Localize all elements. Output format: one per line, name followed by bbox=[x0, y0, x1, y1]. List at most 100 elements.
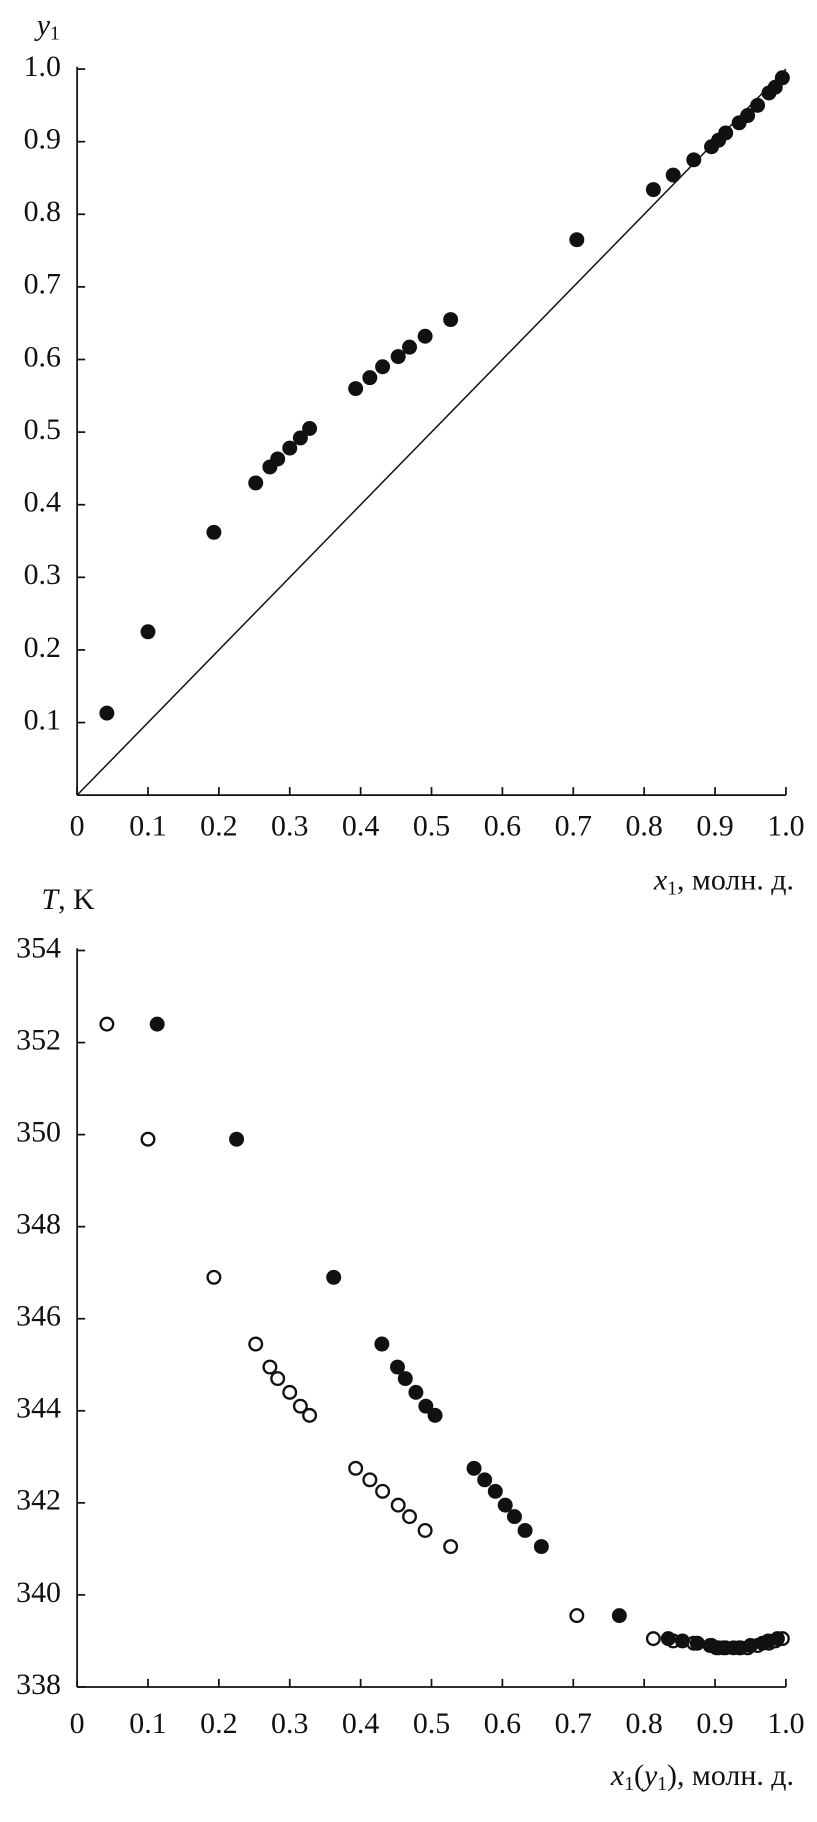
data-point bbox=[689, 1635, 705, 1651]
data-point bbox=[402, 339, 418, 355]
data-point bbox=[140, 1131, 156, 1147]
data-point bbox=[674, 1633, 690, 1649]
data-point bbox=[466, 1460, 482, 1476]
data-point bbox=[326, 1269, 342, 1285]
x-tick-label: 0.7 bbox=[555, 1707, 592, 1740]
y-tick-label: 0.9 bbox=[24, 123, 61, 156]
data-point bbox=[375, 359, 391, 375]
y-tick-label: 352 bbox=[16, 1023, 61, 1056]
data-point bbox=[506, 1509, 522, 1525]
data-point bbox=[718, 125, 734, 141]
data-point bbox=[686, 152, 702, 168]
data-point bbox=[140, 624, 156, 640]
data-point bbox=[569, 232, 585, 248]
x-axis-label-part: 1 bbox=[657, 1774, 667, 1795]
x-tick-label: 0.4 bbox=[342, 809, 379, 842]
y-axis-label-part: 1 bbox=[50, 24, 60, 45]
x-axis-label-part: , молн. д. bbox=[677, 863, 794, 896]
y-tick-label: 0.2 bbox=[24, 631, 61, 664]
y-tick-label: 0.8 bbox=[24, 195, 61, 228]
data-point bbox=[611, 1608, 627, 1624]
x-tick-label: 0.9 bbox=[696, 1707, 733, 1740]
y-axis-label: y1 bbox=[34, 8, 60, 45]
data-point bbox=[270, 451, 286, 467]
data-point bbox=[248, 475, 264, 491]
data-point bbox=[443, 1539, 459, 1555]
data-point bbox=[477, 1472, 493, 1488]
x-tick-label: 0.5 bbox=[413, 1707, 450, 1740]
y-tick-label: 346 bbox=[16, 1300, 61, 1333]
x-axis-label-part: y bbox=[641, 1759, 658, 1792]
data-point bbox=[390, 1497, 406, 1513]
data-point bbox=[390, 1359, 405, 1375]
y-tick-label: 340 bbox=[16, 1576, 61, 1609]
data-point bbox=[149, 1016, 165, 1032]
data-point bbox=[362, 370, 378, 386]
y-tick-label: 344 bbox=[16, 1392, 61, 1425]
x-tick-label: 0.3 bbox=[271, 809, 308, 842]
data-point bbox=[740, 108, 756, 124]
y-tick-label: 0.6 bbox=[24, 340, 61, 373]
x-tick-label: 0.2 bbox=[200, 1707, 237, 1740]
x-tick-label: 0 bbox=[70, 1707, 85, 1740]
data-point bbox=[374, 1336, 390, 1352]
data-point bbox=[282, 440, 298, 456]
x-tick-label: 0.6 bbox=[484, 1707, 521, 1740]
data-point bbox=[427, 1407, 443, 1423]
data-point bbox=[645, 182, 661, 198]
data-point bbox=[402, 1509, 418, 1525]
diagonal-line bbox=[76, 68, 787, 796]
x-tick-label: 0.8 bbox=[625, 1707, 662, 1740]
data-point bbox=[645, 1631, 661, 1647]
y-tick-label: 342 bbox=[16, 1484, 61, 1517]
x-tick-label: 0.4 bbox=[342, 1707, 379, 1740]
y-axis-label-part: y bbox=[34, 8, 51, 41]
y-tick-label: 0.1 bbox=[24, 703, 61, 736]
data-point bbox=[417, 1522, 433, 1538]
data-point bbox=[229, 1131, 245, 1147]
x-tick-label: 0.1 bbox=[129, 809, 166, 842]
data-point bbox=[292, 1398, 308, 1414]
x-axis-label-part: 1 bbox=[624, 1774, 634, 1795]
data-point bbox=[362, 1472, 378, 1488]
x-tick-label: 1.0 bbox=[767, 1707, 804, 1740]
data-point bbox=[533, 1539, 549, 1555]
x-tick-label: 1.0 bbox=[767, 809, 804, 842]
y-tick-label: 354 bbox=[16, 931, 61, 964]
x-tick-label: 0.8 bbox=[625, 809, 662, 842]
x-axis-label-part: x bbox=[653, 863, 668, 896]
y-tick-label: 1.0 bbox=[24, 50, 61, 83]
data-point bbox=[769, 1631, 785, 1647]
data-point bbox=[292, 430, 308, 446]
data-point bbox=[743, 1638, 758, 1654]
x-axis-label-part: ), молн. д. bbox=[667, 1759, 794, 1792]
data-point bbox=[270, 1371, 286, 1387]
x-axis-label: x1(y1), молн. д. bbox=[610, 1759, 794, 1796]
x-tick-label: 0.5 bbox=[413, 809, 450, 842]
x-axis-label: x1, молн. д. bbox=[653, 863, 794, 900]
x-axis-label-part: 1 bbox=[667, 879, 677, 900]
data-point bbox=[302, 420, 318, 436]
data-point bbox=[418, 1398, 434, 1414]
data-point bbox=[774, 70, 790, 86]
data-point bbox=[375, 1483, 391, 1499]
x-tick-label: 0.6 bbox=[484, 809, 521, 842]
data-point bbox=[248, 1336, 264, 1352]
data-point bbox=[497, 1497, 513, 1513]
data-point bbox=[99, 705, 115, 721]
data-point bbox=[390, 349, 406, 365]
data-point bbox=[517, 1522, 533, 1538]
data-point bbox=[262, 1359, 278, 1375]
x-tick-label: 0.3 bbox=[271, 1707, 308, 1740]
data-point bbox=[397, 1371, 413, 1387]
y-tick-label: 350 bbox=[16, 1115, 61, 1148]
x-axis-label-part: ( bbox=[634, 1759, 644, 1792]
y-tick-label: 0.3 bbox=[24, 558, 61, 591]
y-tick-label: 0.7 bbox=[24, 268, 61, 301]
x-tick-label: 0 bbox=[70, 809, 85, 842]
data-point bbox=[206, 1269, 222, 1285]
data-point bbox=[282, 1384, 298, 1400]
x-tick-label: 0.9 bbox=[696, 809, 733, 842]
